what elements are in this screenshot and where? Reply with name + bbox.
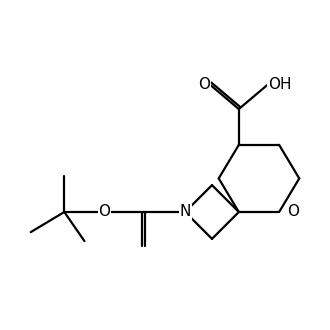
Text: O: O: [198, 77, 210, 92]
Text: O: O: [287, 205, 299, 219]
Text: OH: OH: [268, 77, 291, 92]
Text: O: O: [99, 205, 111, 219]
Text: N: N: [180, 205, 191, 219]
